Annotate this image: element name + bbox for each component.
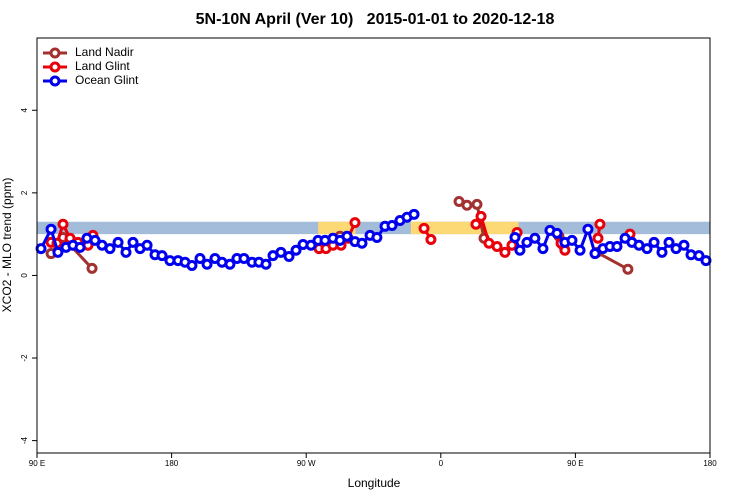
legend-label: Land Nadir [75,45,134,59]
data-point [529,232,541,244]
x-tick-label: 180 [703,459,717,468]
x-tick-label: 0 [439,459,444,468]
y-tick-label: 4 [20,107,29,112]
data-point [582,223,594,235]
data-point [35,243,47,255]
data-point [592,232,604,244]
data-point [89,234,101,246]
data-point [574,244,586,256]
data-point [648,236,660,248]
data-point [700,255,712,267]
x-tick-label: 90 E [29,459,45,468]
data-point [260,258,272,270]
data-point [194,253,206,265]
data-point [408,208,420,220]
x-tick-label: 90 W [297,459,316,468]
data-point [141,239,153,251]
data-point [305,239,317,251]
data-point [74,241,86,253]
data-point [386,219,398,231]
data-point [290,244,302,256]
data-point [470,218,482,230]
legend-marker [49,75,61,87]
data-point [283,250,295,262]
data-point [663,236,675,248]
y-tick-label: -2 [20,354,29,362]
x-axis-label: Longitude [348,476,401,490]
chart-title: 5N-10N April (Ver 10) 2015-01-01 to 2020… [196,11,555,28]
data-point [491,241,503,253]
data-point [425,234,437,246]
legend-marker [49,61,61,73]
data-point [127,236,139,248]
x-tick-label: 180 [165,459,179,468]
data-point [418,222,430,234]
y-axis-label: XCO2 - MLO trend (ppm) [0,178,14,313]
data-point [45,223,57,235]
data-point [566,234,578,246]
data-point [622,263,634,275]
data-point [356,237,368,249]
data-point [349,217,361,229]
data-point [224,258,236,270]
data-point [104,243,116,255]
plot-frame [36,37,711,454]
data-point [641,243,653,255]
data-point [86,262,98,274]
data-point [589,248,601,260]
data-point [594,218,606,230]
data-point [693,250,705,262]
data-point [371,231,383,243]
data-point [471,198,483,210]
data-point [52,246,64,258]
series [35,208,712,272]
data-point [551,227,563,239]
data-point [521,236,533,248]
legend-label: Land Glint [75,59,130,73]
y-tick-label: 0 [20,273,29,278]
data-point [112,236,124,248]
data-point [186,260,198,272]
legend-label: Ocean Glint [75,73,139,87]
reference-band [37,221,710,235]
legend-marker [49,47,61,59]
data-point [611,241,623,253]
highlight-span [410,221,519,235]
data-point [57,218,69,230]
data-point [509,231,521,243]
y-tick-label: 2 [20,190,29,195]
data-point [678,239,690,251]
data-point [238,253,250,265]
data-point [499,246,511,258]
y-tick-label: -4 [20,437,29,445]
data-point [475,210,487,222]
data-point [120,246,132,258]
data-point [201,258,213,270]
data-point [461,199,473,211]
x-tick-label: 90 E [567,459,583,468]
data-point [656,246,668,258]
data-point [156,250,168,262]
data-point [341,230,353,242]
data-point [537,243,549,255]
data-point [514,244,526,256]
data-point [275,246,287,258]
